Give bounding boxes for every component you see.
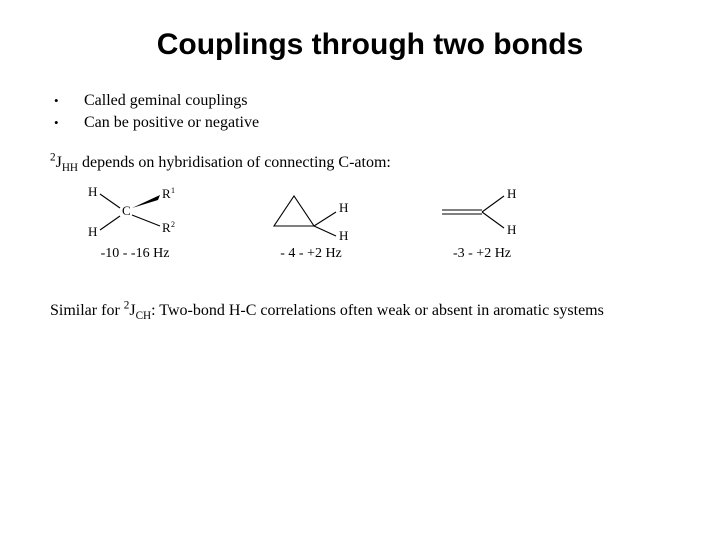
bullet-text: Called geminal couplings [84,92,248,110]
svg-text:C: C [122,203,131,218]
svg-text:H: H [507,186,516,201]
structure-cyclopropane: H H [256,182,366,240]
foot-sub: CH [136,310,152,322]
panel-caption: - 4 - +2 Hz [280,246,342,262]
panel-caption: -3 - +2 Hz [453,246,511,262]
svg-text:H: H [507,222,516,237]
svg-text:R: R [162,220,171,235]
svg-text:R: R [162,186,171,201]
svg-text:H: H [339,228,348,240]
bullet-text: Can be positive or negative [84,114,259,132]
bullet-dot: • [54,115,84,131]
lead-line: 2JHH depends on hybridisation of connect… [50,154,670,172]
slide-title: Couplings through two bonds [70,28,670,62]
bullet-dot: • [54,93,84,109]
svg-text:H: H [88,224,97,239]
svg-text:1: 1 [171,186,175,195]
figure-panel-cyclopropane: H H - 4 - +2 Hz [256,182,366,262]
figure-row: C H H R 1 R 2 -10 - -16 Hz [50,182,670,262]
list-item: • Called geminal couplings [54,92,670,110]
list-item: • Can be positive or negative [54,114,670,132]
foot-pre: Similar for [50,302,124,319]
structure-sp2: H H [432,182,532,240]
svg-text:2: 2 [171,220,175,229]
lead-text: depends on hybridisation of connecting C… [78,154,391,171]
structure-sp3: C H H R 1 R 2 [80,182,190,240]
lead-sub: HH [62,162,78,174]
figure-panel-sp3: C H H R 1 R 2 -10 - -16 Hz [80,182,190,262]
foot-post: : Two-bond H-C correlations often weak o… [151,302,604,319]
svg-text:H: H [339,200,348,215]
bullet-list: • Called geminal couplings • Can be posi… [50,92,670,132]
foot-line: Similar for 2JCH: Two-bond H-C correlati… [50,302,670,320]
figure-panel-sp2: H H -3 - +2 Hz [432,182,532,262]
panel-caption: -10 - -16 Hz [101,246,170,262]
svg-text:H: H [88,184,97,199]
